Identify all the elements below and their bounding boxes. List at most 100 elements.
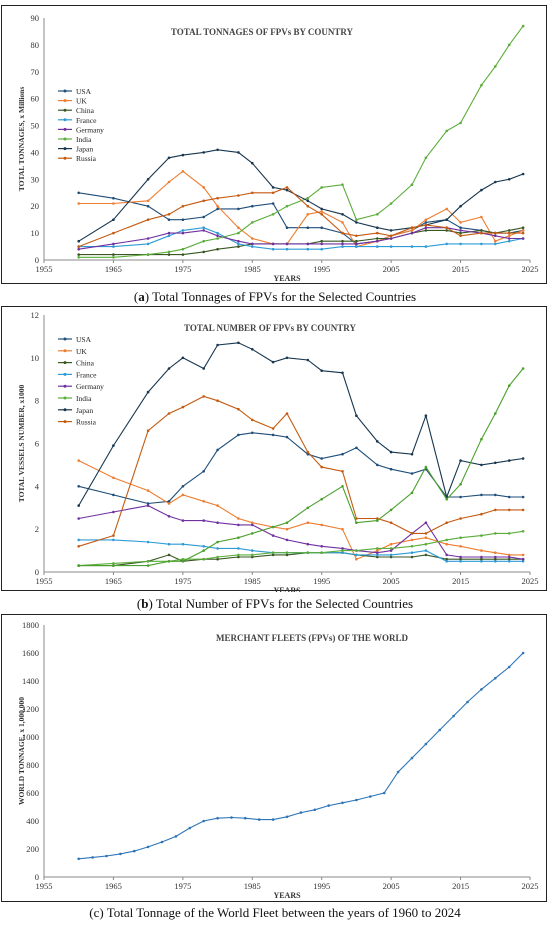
legend-marker — [63, 99, 67, 103]
data-point — [181, 253, 185, 256]
data-point — [167, 156, 171, 160]
x-tick-label: 1965 — [105, 881, 122, 891]
data-point — [480, 231, 483, 235]
data-point — [355, 798, 358, 802]
data-point — [459, 242, 462, 246]
data-point — [146, 218, 150, 221]
data-point — [216, 504, 219, 507]
data-point — [494, 461, 497, 465]
data-point — [202, 819, 205, 823]
data-point — [389, 450, 393, 454]
data-point — [181, 485, 185, 488]
data-point — [410, 538, 414, 542]
data-point — [202, 186, 205, 189]
data-point — [216, 148, 219, 152]
data-point — [410, 555, 414, 559]
data-point — [271, 525, 275, 529]
data-point — [167, 542, 171, 546]
data-point — [77, 253, 80, 256]
data-point — [521, 495, 525, 499]
data-point — [271, 551, 275, 554]
data-point — [146, 845, 150, 849]
data-point — [237, 194, 240, 197]
data-point — [306, 199, 310, 203]
data-point — [389, 549, 393, 552]
y-tick-label: 1400 — [22, 676, 39, 686]
series-line-japan — [78, 342, 524, 506]
legend-label: India — [76, 394, 92, 403]
x-axis-label: YEARS — [273, 891, 301, 900]
data-point — [389, 245, 393, 248]
legend-marker — [63, 420, 67, 424]
data-point — [237, 231, 240, 235]
data-point — [494, 551, 497, 554]
y-tick-label: 6 — [35, 439, 39, 449]
x-tick-label: 1975 — [174, 264, 191, 274]
data-point — [494, 239, 497, 243]
data-point — [216, 816, 219, 820]
data-point — [112, 256, 115, 259]
data-point — [181, 493, 185, 497]
x-tick-label: 2005 — [383, 264, 400, 274]
legend-marker — [63, 147, 67, 151]
data-point — [445, 557, 449, 561]
data-point — [202, 367, 205, 370]
data-point — [341, 485, 344, 488]
data-point — [306, 551, 310, 554]
data-point — [369, 795, 372, 798]
data-point — [320, 207, 324, 211]
data-point — [459, 482, 462, 486]
data-point — [77, 256, 80, 259]
data-point — [355, 521, 358, 524]
data-point — [389, 553, 393, 557]
data-point — [459, 234, 462, 238]
data-point — [146, 390, 150, 394]
data-point — [251, 549, 254, 552]
data-point — [521, 651, 525, 655]
y-tick-label: 50 — [31, 121, 40, 131]
data-point — [251, 555, 254, 559]
data-point — [494, 412, 497, 415]
legend-label: France — [76, 116, 97, 125]
data-point — [507, 459, 511, 462]
data-point — [480, 188, 483, 192]
data-point — [237, 553, 240, 557]
data-point — [285, 551, 289, 554]
data-point — [424, 553, 428, 557]
y-tick-label: 10 — [31, 228, 40, 238]
data-point — [320, 369, 324, 372]
data-point — [341, 245, 344, 248]
data-point — [320, 239, 324, 243]
series-line-india — [78, 530, 524, 567]
data-point — [494, 508, 497, 512]
data-point — [480, 463, 483, 467]
caption-a: (a) Total Tonnages of FPVs for the Selec… — [133, 289, 417, 304]
data-point — [105, 854, 108, 858]
data-point — [271, 202, 275, 205]
data-point — [341, 239, 344, 243]
data-point — [459, 495, 462, 499]
y-tick-label: 40 — [31, 147, 40, 157]
data-point — [507, 178, 511, 181]
data-point — [507, 555, 511, 559]
legend-label: USA — [76, 87, 92, 96]
x-tick-label: 1995 — [313, 881, 330, 891]
data-point — [77, 247, 80, 251]
data-point — [320, 242, 324, 246]
data-point — [146, 564, 150, 567]
data-point — [271, 186, 275, 189]
data-point — [376, 517, 379, 520]
y-tick-label: 1000 — [22, 732, 39, 742]
legend-marker — [63, 384, 67, 388]
data-point — [410, 551, 414, 554]
data-point — [271, 191, 275, 195]
data-point — [77, 459, 80, 462]
data-point — [285, 527, 289, 531]
y-tick-label: 800 — [26, 760, 39, 770]
y-tick-label: 1800 — [22, 620, 39, 630]
data-point — [410, 756, 414, 760]
data-point — [112, 510, 115, 514]
caption-c: c(c) Total Tonnage of the World Fleet be… — [89, 905, 461, 920]
data-point — [445, 218, 449, 221]
data-point — [355, 234, 358, 238]
